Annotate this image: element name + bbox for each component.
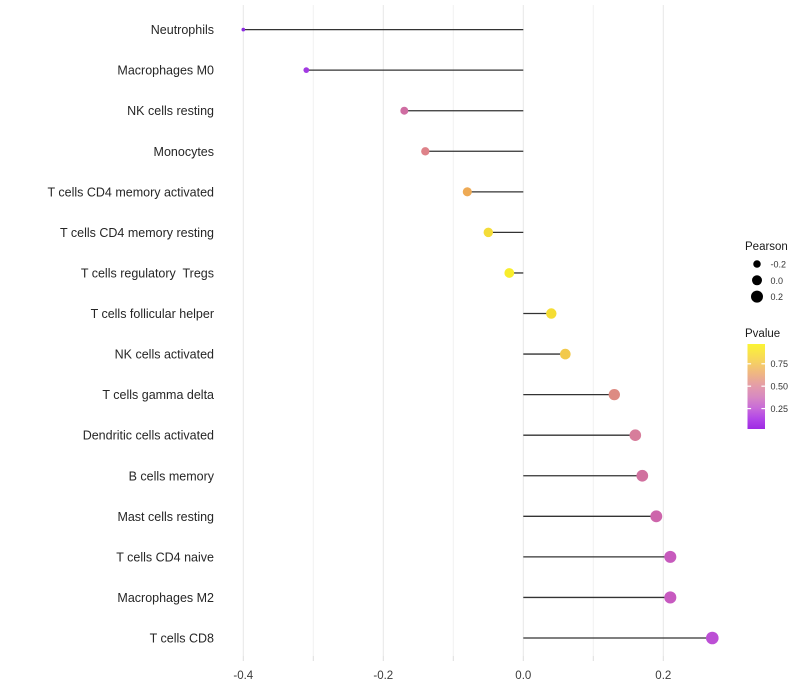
lollipop-dot: [241, 27, 246, 32]
lollipop-dot: [483, 227, 494, 238]
size-legend-dot: [752, 275, 762, 286]
colorbar-label: 0.75: [771, 359, 789, 369]
size-legend-title: Pearson: [745, 241, 788, 253]
category-label: T cells gamma delta: [102, 388, 214, 402]
lollipop-dot: [559, 348, 571, 360]
category-label: Dendritic cells activated: [83, 429, 214, 443]
colorbar-legend-title: Pvalue: [745, 328, 780, 340]
x-tick-label: 0.0: [515, 670, 531, 682]
lollipop-dot: [636, 469, 649, 482]
category-label: Neutrophils: [151, 23, 214, 37]
lollipop-dot: [664, 591, 677, 604]
colorbar-label: 0.25: [771, 404, 789, 414]
lollipop-dot: [608, 388, 620, 401]
lollipop-dot: [400, 106, 409, 115]
lollipop-dot: [421, 147, 430, 156]
category-label: Monocytes: [154, 145, 214, 159]
category-label: NK cells activated: [115, 348, 214, 362]
category-label: T cells CD4 memory activated: [48, 185, 215, 199]
category-label: Mast cells resting: [117, 510, 214, 524]
size-legend-label: 0.0: [771, 276, 784, 286]
category-label: B cells memory: [129, 469, 215, 483]
lollipop-dot: [706, 631, 719, 645]
category-label: T cells CD4 naive: [116, 550, 214, 564]
legend-layer: Pearson Pvalue -0.2 0.0 0.2 0.75 0.50 0.25: [745, 241, 788, 429]
lollipop-dot: [462, 187, 472, 197]
lollipop-dot: [546, 308, 557, 319]
x-tick-label: -0.2: [373, 670, 393, 682]
lollipop-dot: [504, 268, 515, 278]
category-label: T cells follicular helper: [91, 307, 214, 321]
category-label: Macrophages M2: [117, 591, 214, 605]
lollipop-dot: [664, 550, 677, 563]
category-label: NK cells resting: [127, 104, 214, 118]
category-label: T cells regulatory Tregs: [81, 266, 214, 280]
grid-layer: [242, 5, 664, 661]
category-label: T cells CD8: [150, 632, 214, 646]
size-legend-dot: [751, 290, 763, 303]
colorbar-label: 0.50: [771, 381, 789, 391]
axis-layer: -0.4 -0.2 0.0 0.2: [233, 670, 671, 682]
lollipop-dot: [303, 67, 310, 74]
size-legend-label: 0.2: [771, 292, 784, 302]
category-label: Macrophages M0: [117, 64, 214, 78]
size-legend-label: -0.2: [771, 260, 787, 270]
pvalue-colorbar: [747, 344, 765, 429]
x-tick-label: -0.4: [233, 670, 253, 682]
x-tick-label: 0.2: [655, 670, 671, 682]
lollipop-dot: [629, 429, 642, 442]
data-layer: Neutrophils Macrophages M0 NK cells restin…: [48, 23, 719, 646]
lollipop-dot: [650, 510, 663, 523]
size-legend-dot: [753, 260, 761, 268]
category-label: T cells CD4 memory resting: [60, 226, 214, 240]
